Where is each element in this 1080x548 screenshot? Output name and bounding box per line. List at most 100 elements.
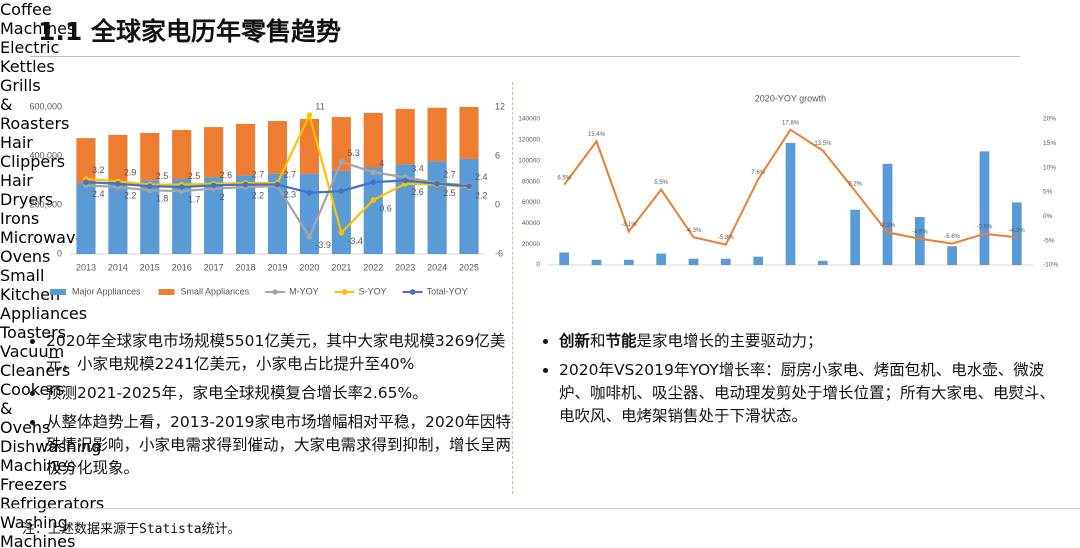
bar bbox=[76, 138, 96, 183]
data-label: 2.4 bbox=[475, 172, 488, 182]
data-label: 2.7 bbox=[443, 169, 456, 179]
legend-label: S-YOY bbox=[359, 286, 387, 296]
bar bbox=[204, 127, 224, 178]
x-tick-label: 2013 bbox=[76, 262, 96, 272]
bar bbox=[204, 177, 224, 254]
bullet: 2020年全球家电市场规模5501亿美元，其中大家电规模3269亿美元，小家电规… bbox=[46, 330, 516, 376]
data-label: 4 bbox=[379, 159, 384, 169]
line bbox=[563, 128, 1017, 246]
data-label: -3.6% bbox=[977, 224, 993, 230]
legend-swatch bbox=[158, 289, 175, 295]
bar bbox=[559, 252, 570, 265]
text: 和 bbox=[590, 332, 606, 350]
data-label: 2 bbox=[220, 192, 225, 202]
marker bbox=[370, 169, 377, 176]
y-tick-label: 60000 bbox=[522, 199, 540, 206]
text: 是家电增长的主要驱动力； bbox=[636, 332, 823, 350]
data-label: 2.5 bbox=[443, 188, 456, 198]
data-label: 7.6% bbox=[751, 170, 765, 176]
marker bbox=[242, 181, 249, 188]
data-label: 0.6 bbox=[379, 203, 392, 213]
y2-tick-label: 5% bbox=[1043, 189, 1053, 196]
y2-tick-label: 6 bbox=[495, 150, 500, 160]
bar bbox=[395, 108, 415, 165]
bar bbox=[299, 173, 319, 254]
x-tick-label: Irons bbox=[0, 209, 40, 228]
data-label: 3.4 bbox=[411, 164, 424, 174]
data-label: 11 bbox=[315, 102, 324, 112]
bar bbox=[623, 259, 634, 265]
marker bbox=[370, 179, 377, 185]
data-label: -3.9 bbox=[315, 240, 331, 250]
data-label: 5.2% bbox=[848, 182, 862, 188]
marker bbox=[434, 180, 440, 187]
data-label: 15.4% bbox=[588, 132, 606, 138]
y-tick-label: 80000 bbox=[522, 178, 540, 185]
y-tick-label: 140000 bbox=[518, 116, 540, 123]
data-label: -5.8% bbox=[718, 235, 734, 241]
bar bbox=[947, 246, 958, 265]
marker bbox=[210, 182, 217, 189]
marker bbox=[178, 184, 185, 190]
marker bbox=[178, 188, 185, 194]
data-label: 2.2 bbox=[124, 190, 137, 200]
data-label: 2.2 bbox=[475, 190, 488, 200]
x-tick-label: 2025 bbox=[459, 262, 479, 272]
slide-title: 1.1 全球家电历年零售趋势 bbox=[38, 17, 341, 46]
data-label: -5.6% bbox=[944, 234, 960, 240]
y-tick-label: 40000 bbox=[522, 220, 540, 227]
data-label: 2.9 bbox=[124, 168, 137, 178]
x-tick-label: 2023 bbox=[395, 262, 415, 272]
bar bbox=[720, 258, 731, 265]
footnote: 注：上述数据来源于Statista统计。 bbox=[22, 522, 241, 537]
bar bbox=[331, 117, 351, 171]
marker bbox=[147, 187, 153, 194]
legend-label: Total-YOY bbox=[427, 286, 468, 296]
bar bbox=[108, 134, 128, 182]
legend-label: Major Appliances bbox=[72, 286, 141, 296]
marker bbox=[338, 158, 345, 165]
data-label: -4.6% bbox=[912, 229, 928, 235]
data-label: 2.5 bbox=[188, 171, 201, 181]
data-label: 2.4 bbox=[92, 189, 105, 199]
bar bbox=[236, 175, 256, 254]
y-tick-label: 20000 bbox=[522, 241, 540, 248]
bar bbox=[1011, 202, 1022, 265]
bar bbox=[656, 253, 667, 265]
x-tick-label: 2018 bbox=[236, 262, 256, 272]
bar bbox=[427, 107, 447, 162]
y2-tick-label: 0 bbox=[495, 199, 500, 209]
data-label: 13.5% bbox=[814, 141, 832, 147]
x-tick-label: 2017 bbox=[204, 262, 224, 272]
marker bbox=[306, 189, 313, 196]
bar bbox=[459, 158, 479, 254]
legend-marker bbox=[409, 289, 416, 295]
x-tick-label: 2020 bbox=[299, 262, 319, 272]
bold-text: 节能 bbox=[605, 332, 637, 350]
legend-marker bbox=[341, 289, 348, 295]
data-label: 17.8% bbox=[782, 120, 800, 126]
bar bbox=[172, 179, 192, 254]
marker bbox=[115, 180, 121, 187]
bar bbox=[140, 132, 160, 181]
y-tick-label: 100000 bbox=[518, 157, 540, 164]
marker bbox=[147, 183, 153, 190]
data-label: 2.6 bbox=[411, 187, 424, 197]
y2-tick-label: 20% bbox=[1043, 116, 1056, 123]
marker bbox=[306, 234, 313, 240]
bar bbox=[140, 180, 160, 254]
x-tick-label: 2024 bbox=[427, 262, 447, 272]
y2-tick-label: 0% bbox=[1043, 213, 1053, 220]
bar bbox=[172, 130, 192, 180]
bar bbox=[785, 142, 796, 265]
data-label: -3.3% bbox=[880, 223, 896, 229]
y-tick-label: 200,000 bbox=[29, 199, 62, 209]
y-tick-label: 400,000 bbox=[29, 150, 62, 160]
bullets-left: 2020年全球家电市场规模5501亿美元，其中大家电规模3269亿美元，小家电规… bbox=[22, 330, 516, 486]
y2-tick-label: 12 bbox=[495, 101, 505, 111]
bar bbox=[267, 120, 288, 174]
bullet: 创新和节能是家电增长的主要驱动力； bbox=[559, 330, 1064, 353]
legend-label: Small Appliances bbox=[181, 286, 250, 296]
